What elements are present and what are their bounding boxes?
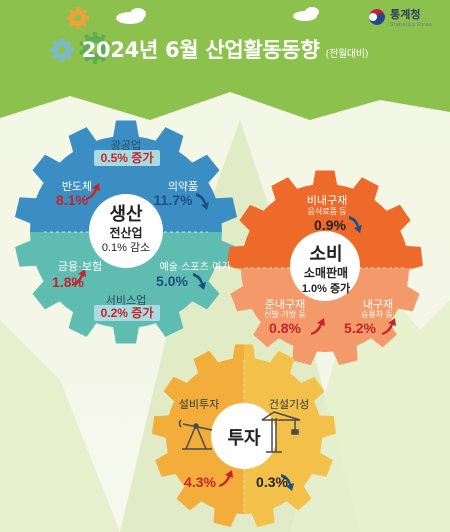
durable-label: 내구재 [362, 299, 394, 311]
facility-label: 설비투자 [178, 399, 220, 411]
arrow-up-icon [72, 269, 86, 286]
semidurable-label: 준내구재 [264, 299, 306, 311]
consumption-gear-top [227, 170, 423, 268]
consumption-title: 소비 [309, 244, 343, 264]
arts-value: 5.0% [156, 273, 188, 289]
title-text: 2024년 6월 산업활동동향 [81, 38, 320, 62]
semi-value: 8.1% [56, 192, 88, 208]
service-label: 서비스업 [105, 295, 147, 307]
pharma-label: 의약품 [167, 181, 199, 193]
production-title: 생산 [109, 204, 143, 224]
consumption-gear-bottom [230, 268, 420, 365]
semidurable-sub: 신발·가방 등 [264, 310, 306, 319]
arrow-down-icon [349, 216, 362, 233]
facility-value: 4.3% [184, 474, 216, 490]
durable-value: 5.2% [344, 320, 376, 336]
retail-label: 소매판매 [303, 266, 349, 280]
logo-sub: Statistics Korea [390, 22, 432, 28]
total-industry-label: 전산업 [109, 226, 143, 240]
service-badge: 0.2% 증가 [94, 305, 160, 321]
header-hills [0, 70, 450, 120]
arrow-up-icon [86, 183, 100, 200]
finance-label: 금융·보험 [57, 261, 103, 273]
arts-label: 예술·스포츠·여가 [159, 262, 231, 273]
semidurable-value: 0.8% [269, 320, 301, 336]
arrow-up-icon [382, 318, 396, 335]
pharma-value: 11.7% [153, 192, 193, 208]
crane-icon [261, 411, 301, 453]
page-title: 2024년 6월 산업활동동향 (전월대비) [0, 34, 450, 64]
arrow-down-icon [196, 193, 209, 210]
investment-title: 투자 [227, 428, 261, 448]
production-gear-bottom [15, 232, 237, 344]
cloud-icon [116, 8, 146, 24]
production-hub [89, 194, 163, 268]
mountain-left [0, 320, 120, 532]
durable-sub: 승용차 등 [361, 310, 393, 319]
production-gear-top [15, 120, 237, 232]
nondurable-sub: 음식료품 등 [307, 207, 347, 216]
arrow-down-icon [281, 474, 294, 491]
construction-label: 건설기성 [268, 399, 310, 411]
construction-value: 0.3% [256, 474, 288, 490]
retail-value: 1.0% 증가 [301, 283, 351, 295]
header-gear-icon [50, 7, 111, 64]
arrow-up-icon [311, 318, 325, 335]
government-logo-icon [369, 9, 386, 25]
cloud-icon [293, 7, 319, 21]
arrow-up-icon [219, 470, 233, 487]
investment-hub [211, 403, 277, 469]
investment-gear-left [152, 344, 244, 527]
oil-pump-icon [178, 419, 213, 450]
statistics-korea-logo[interactable]: 통계청 Statistics Korea [368, 6, 432, 28]
logo-name: 통계청 [390, 8, 421, 21]
nondurable-label: 비내구재 [306, 195, 348, 207]
arrow-down-icon [193, 273, 206, 290]
investment-gear-right [244, 344, 336, 527]
mining-label: 광공업 [110, 140, 142, 152]
semi-label: 반도체 [61, 181, 93, 193]
consumption-hub [290, 231, 360, 301]
finance-value: 1.8% [52, 274, 84, 290]
mining-badge: 0.5% 증가 [94, 150, 160, 166]
total-industry-value: 0.1% 감소 [101, 242, 151, 254]
title-subtitle: (전월대비) [325, 49, 369, 60]
nondurable-value: 0.9% [314, 217, 346, 233]
